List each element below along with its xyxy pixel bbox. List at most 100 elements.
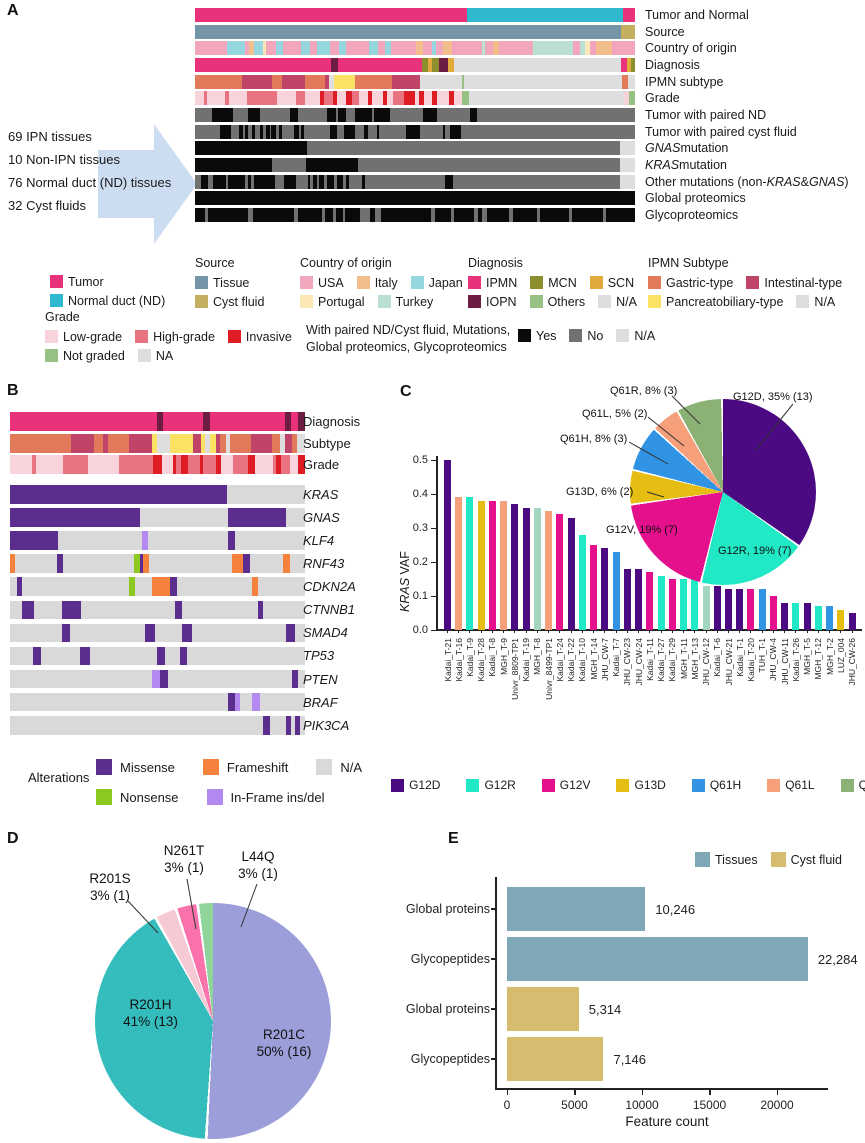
legend-group: IPMN Subtype Gastric-type Intestinal-type P… [648, 256, 855, 311]
gnas-pie-label: R201C 50% (16) [238, 1026, 330, 1060]
track-segment [292, 669, 298, 689]
track-segment [305, 91, 321, 106]
legend-group: Diagnosis IPMN MCN SCN IOPN Others N/A [468, 256, 650, 311]
track-segment [62, 600, 81, 619]
track-segment [431, 207, 435, 222]
track-segment [462, 91, 469, 106]
gnas-pie-label: R201H 41% (13) [103, 996, 198, 1030]
alterations-label-text: N/A [340, 759, 362, 775]
track-segment [141, 531, 148, 550]
legend-item: Gastric-type [648, 276, 733, 290]
track-segment [10, 412, 157, 431]
gnas-pie-label-line: R201H [129, 997, 172, 1012]
e-category-label: Glycopeptides [410, 952, 490, 966]
track-segment [208, 207, 248, 222]
track-segment [338, 57, 423, 72]
track-segment [251, 433, 273, 453]
c-bar [455, 497, 463, 630]
track-segment [477, 107, 635, 122]
track-segment [163, 412, 204, 431]
track-segment [22, 600, 34, 619]
e-category-label: Glycopeptides [410, 1052, 490, 1066]
track-segment [140, 554, 143, 573]
track-segment [348, 174, 363, 189]
c-legend-label: Q61R [858, 778, 865, 792]
track-segment [482, 207, 488, 222]
track-segment [284, 412, 292, 431]
legend-item: Low-grade [45, 330, 122, 344]
kras-pie [630, 399, 816, 585]
c-y-ticklabel: 0.1 [412, 590, 428, 602]
track-segment [298, 412, 305, 431]
e-legend: Tissues Cyst fluid [695, 852, 855, 867]
track-row [10, 623, 305, 643]
track-row-label: Tumor with paired ND [645, 107, 767, 122]
c-x-tickmark [817, 630, 819, 633]
e-bar [507, 987, 579, 1031]
track-segment [585, 41, 590, 56]
track-segment [272, 433, 280, 453]
track-row-label: Diagnosis [645, 57, 700, 72]
c-legend-swatch [840, 778, 854, 792]
track-segment [468, 91, 625, 106]
legend-group: Yes No N/A [518, 326, 668, 345]
track-segment [628, 91, 635, 106]
track-segment [390, 107, 423, 122]
track-segment [305, 74, 325, 89]
legend-swatch [468, 295, 481, 308]
track-row-label: RNF43 [303, 556, 345, 572]
track-segment [255, 124, 260, 139]
c-bar [736, 589, 744, 630]
e-bar [507, 937, 808, 981]
track-segment [244, 124, 249, 139]
track-segment [148, 554, 232, 573]
panel-b-label: B [7, 382, 19, 399]
sample-count-line: 10 Non-IPN tissues [8, 152, 120, 167]
gnas-pie [95, 903, 331, 1139]
track-segment [422, 41, 432, 56]
track-segment [22, 577, 129, 596]
track-row-label: Grade [303, 457, 340, 472]
track-row-label: TP53 [303, 648, 335, 664]
c-x-tickmark [503, 630, 505, 633]
track-segment [195, 8, 468, 22]
track-segment [93, 433, 103, 453]
c-bar [556, 514, 564, 630]
c-bar [702, 585, 710, 630]
track-segment [343, 174, 346, 189]
paired-note: With paired ND/Cyst fluid, Mutations, Glo… [306, 322, 510, 356]
c-x-tickmark [447, 630, 448, 633]
track-segment [271, 74, 283, 89]
track-segment [330, 41, 340, 56]
alterations-label-text: Missense [120, 759, 175, 775]
track-segment [467, 8, 623, 22]
gnas-pie-label-line: 50% (16) [256, 1044, 312, 1059]
track-segment [292, 433, 298, 453]
track-segment [299, 124, 302, 139]
c-bar [578, 534, 586, 630]
legend-row: Yes No N/A [518, 326, 668, 345]
track-segment [307, 141, 621, 156]
track-row-label: KLF4 [303, 532, 335, 548]
track-segment [232, 455, 248, 474]
track-row [195, 141, 635, 156]
track-segment [10, 716, 264, 735]
track-segment [602, 207, 607, 222]
c-bar [500, 500, 508, 630]
alterations-legend-row: Nonsense In-Frame ins/del [96, 782, 390, 812]
track-segment [336, 174, 344, 189]
track-row-label: PTEN [303, 671, 338, 687]
track-segment [283, 41, 302, 56]
gnas-pie-label: R201S 3% (1) [78, 870, 142, 904]
c-x-tickmark [840, 630, 842, 633]
c-legend-swatch [616, 778, 630, 792]
track-segment [345, 91, 353, 106]
track-segment [180, 646, 187, 666]
track-segment [326, 174, 334, 189]
track-segment [170, 577, 177, 596]
legend-label: Pancreatobiliary-type [666, 294, 784, 309]
legend-label: No [587, 328, 604, 343]
alterations-label: Alterations [28, 770, 90, 785]
c-legend-item: G13D [616, 778, 666, 792]
track-segment [195, 91, 204, 106]
